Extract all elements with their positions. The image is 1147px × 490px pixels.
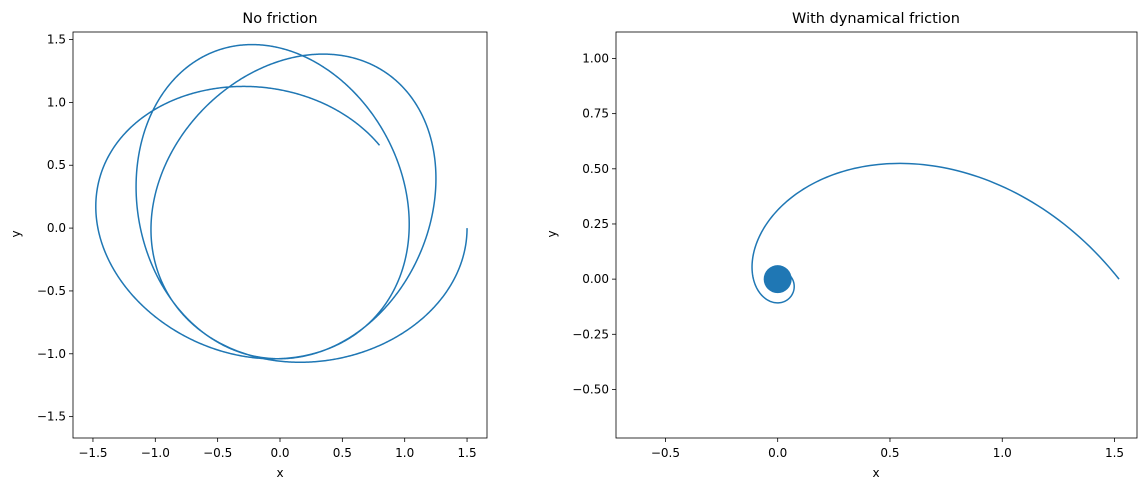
x-tick-label: 0.5 xyxy=(880,446,899,460)
chart-title-right: With dynamical friction xyxy=(792,11,960,27)
y-tick-label: 0.0 xyxy=(47,221,66,235)
x-tick-label: 0.5 xyxy=(333,446,352,460)
x-tick-label: 1.5 xyxy=(1105,446,1124,460)
plot-frame-left xyxy=(72,31,488,439)
y-tick-label: 1.0 xyxy=(47,95,66,109)
x-axis-label-right: x xyxy=(872,466,879,480)
trajectory-line-left xyxy=(95,43,468,364)
chart-title-left: No friction xyxy=(242,11,317,27)
y-tick-label: 1.5 xyxy=(47,33,66,47)
y-tick-label: −0.5 xyxy=(37,284,66,298)
x-tick-label: 1.0 xyxy=(993,446,1012,460)
trajectory-line-right xyxy=(751,162,1120,304)
y-tick-label: −0.50 xyxy=(572,382,609,396)
x-tick-label: 1.5 xyxy=(458,446,477,460)
x-tick-label: −1.5 xyxy=(78,446,107,460)
panel-no-friction: No friction x y −1.5 −1.0 −0.5 0.0 0.5 1.0 1.5… xyxy=(9,11,488,480)
y-tick-label: 0.75 xyxy=(582,107,609,121)
x-tick-label: −0.5 xyxy=(203,446,232,460)
x-ticks-left: −1.5 −1.0 −0.5 0.0 0.5 1.0 1.5 xyxy=(78,438,477,460)
y-tick-label: −1.0 xyxy=(37,347,66,361)
x-ticks-right: −0.5 0.0 0.5 1.0 1.5 xyxy=(651,438,1124,460)
y-tick-label: 0.00 xyxy=(582,272,609,286)
y-tick-label: −0.25 xyxy=(572,327,609,341)
y-ticks-left: −1.5 −1.0 −0.5 0.0 0.5 1.0 1.5 xyxy=(37,33,73,424)
x-tick-label: 0.0 xyxy=(270,446,289,460)
x-tick-label: 1.0 xyxy=(395,446,414,460)
y-ticks-right: −0.50 −0.25 0.00 0.25 0.50 0.75 1.00 xyxy=(572,51,616,396)
x-tick-label: −0.5 xyxy=(651,446,680,460)
y-tick-label: −1.5 xyxy=(37,410,66,424)
spiral-core xyxy=(763,265,792,294)
y-tick-label: 1.00 xyxy=(582,51,609,65)
y-tick-label: 0.50 xyxy=(582,162,609,176)
plot-frame-right xyxy=(615,31,1138,439)
panel-dynamical-friction: With dynamical friction x y −0.5 0.0 0.5 1.… xyxy=(545,11,1138,480)
y-tick-label: 0.5 xyxy=(47,158,66,172)
y-axis-label-left: y xyxy=(9,230,23,237)
x-axis-label-left: x xyxy=(276,466,283,480)
y-axis-label-right: y xyxy=(545,230,559,237)
x-tick-label: 0.0 xyxy=(768,446,787,460)
x-tick-label: −1.0 xyxy=(141,446,170,460)
y-tick-label: 0.25 xyxy=(582,217,609,231)
